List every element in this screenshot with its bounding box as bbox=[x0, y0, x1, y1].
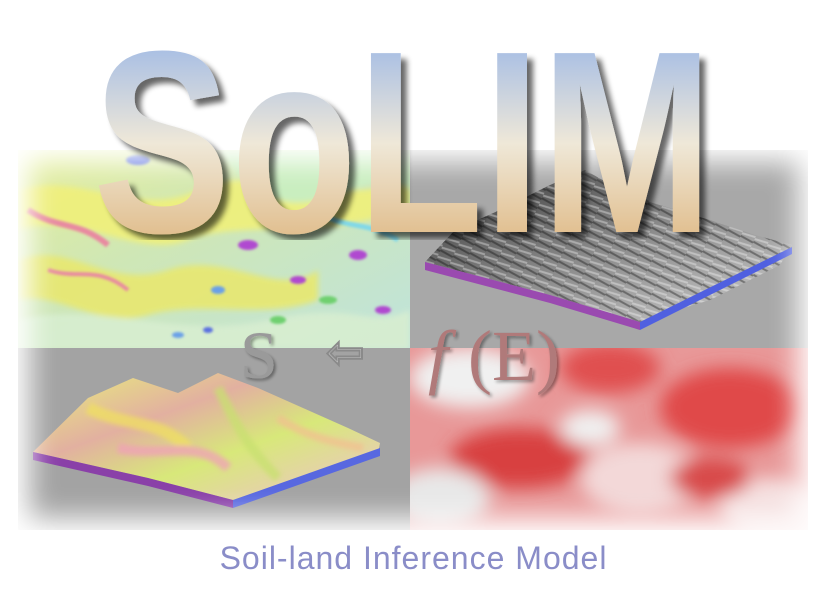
logo-text: SoLIM bbox=[93, 0, 713, 240]
terrain-grayscale-3d-image bbox=[410, 150, 808, 350]
tagline: Soil-land Inference Model bbox=[219, 540, 608, 576]
terrain-colored-3d-image bbox=[18, 348, 410, 530]
soil-property-map-image bbox=[18, 150, 410, 350]
formula-soil-symbol: S bbox=[240, 317, 278, 393]
logo-title: SoLIM bbox=[93, 0, 713, 240]
soil-membership-map-image bbox=[410, 348, 808, 530]
formula-environment-argument: (E) bbox=[468, 316, 560, 396]
formula-arrow-icon: ⇦ bbox=[326, 325, 365, 379]
formula-function-symbol: f bbox=[428, 316, 457, 396]
